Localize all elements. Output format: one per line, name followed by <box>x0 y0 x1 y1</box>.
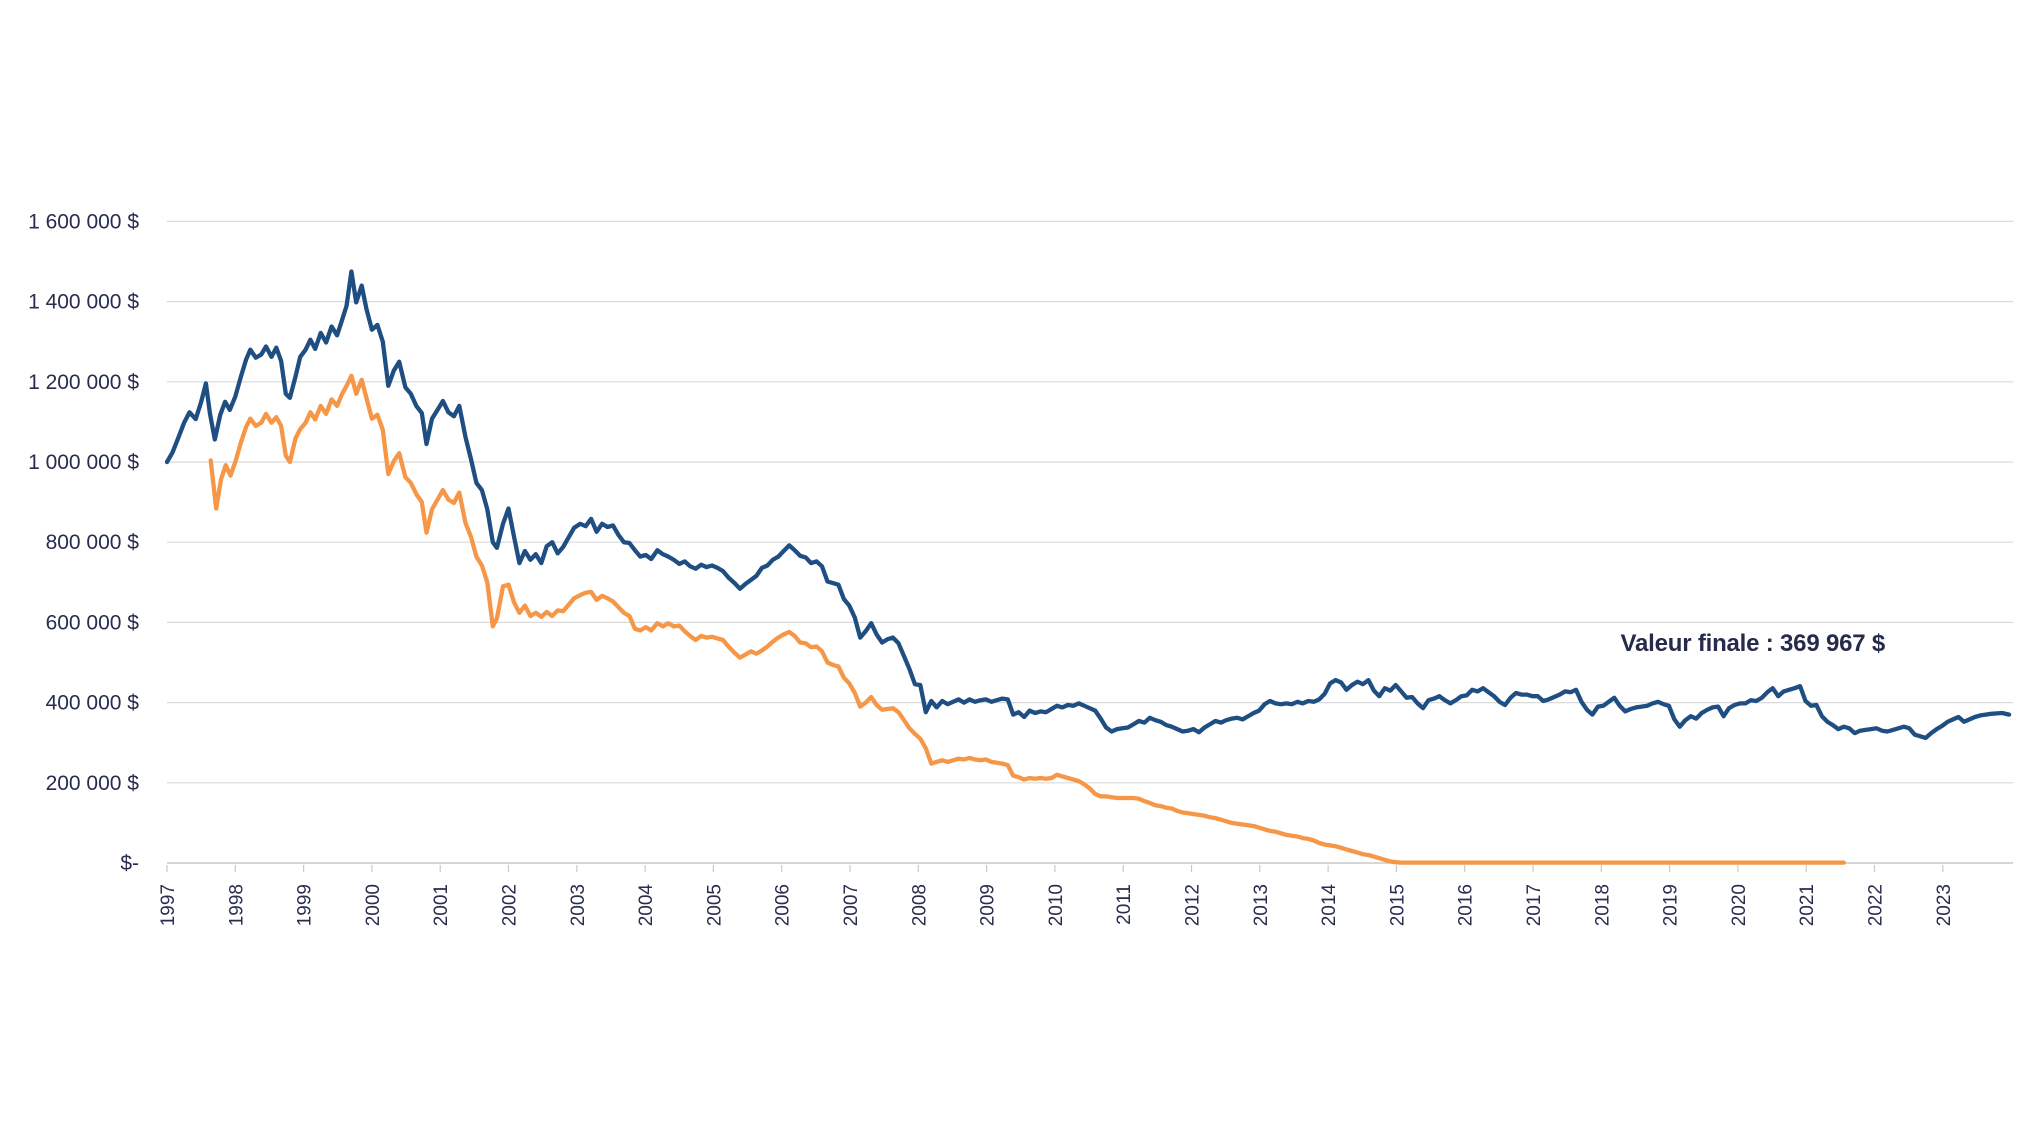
x-axis-tick-label: 2009 <box>978 884 999 926</box>
y-axis-tick-label: 800 000 $ <box>46 531 140 554</box>
x-axis-tick-label: 2000 <box>363 884 384 926</box>
x-axis-tick-label: 2010 <box>1046 884 1067 926</box>
x-axis-tick-label: 2016 <box>1456 884 1477 926</box>
series-orange-line <box>208 373 1846 865</box>
x-axis-tick-label: 2002 <box>500 884 521 926</box>
series-dark-blue-line <box>164 269 2012 741</box>
x-axis-tick-label: 2021 <box>1797 884 1818 926</box>
y-axis-tick-label: 1 200 000 $ <box>28 371 139 394</box>
final-value-annotation: Valeur finale : 369 967 $ <box>1620 630 1886 657</box>
x-axis-tick-label: 2018 <box>1592 884 1613 926</box>
x-axis-tick-label: 2020 <box>1729 884 1750 926</box>
x-axis-tick-label: 1998 <box>226 884 247 926</box>
x-axis-tick-label: 2004 <box>636 884 657 927</box>
y-axis-tick-label: $- <box>120 852 139 875</box>
y-axis-tick-label: 1 400 000 $ <box>28 291 139 314</box>
x-axis-tick-label: 1997 <box>158 884 179 926</box>
y-axis-tick-label: 600 000 $ <box>46 611 140 634</box>
x-axis-tick-label: 2003 <box>568 884 589 926</box>
x-axis-tick-label: 2023 <box>1934 884 1955 926</box>
x-axis-tick-label: 2022 <box>1866 884 1887 926</box>
x-axis-tick-label: 2011 <box>1114 884 1135 925</box>
x-axis-tick-label: 1999 <box>295 884 316 926</box>
x-axis-tick-label: 2001 <box>431 884 452 926</box>
x-axis-tick-label: 2014 <box>1319 884 1340 927</box>
x-axis-tick-label: 2006 <box>773 884 794 926</box>
x-axis-tick-label: 2013 <box>1251 884 1272 926</box>
y-axis-tick-label: 1 000 000 $ <box>28 451 139 474</box>
x-axis-tick-label: 2015 <box>1387 884 1408 926</box>
y-axis-tick-label: 1 600 000 $ <box>28 210 139 233</box>
x-axis-tick-label: 2012 <box>1183 884 1204 926</box>
x-axis-tick-label: 2007 <box>841 884 862 926</box>
y-axis-tick-label: 200 000 $ <box>46 772 140 795</box>
x-axis-tick-label: 2008 <box>909 884 930 926</box>
x-axis-tick-label: 2005 <box>704 884 725 926</box>
x-axis-tick-label: 2019 <box>1661 884 1682 926</box>
x-axis-tick-label: 2017 <box>1524 884 1545 926</box>
y-axis-tick-label: 400 000 $ <box>46 692 140 715</box>
